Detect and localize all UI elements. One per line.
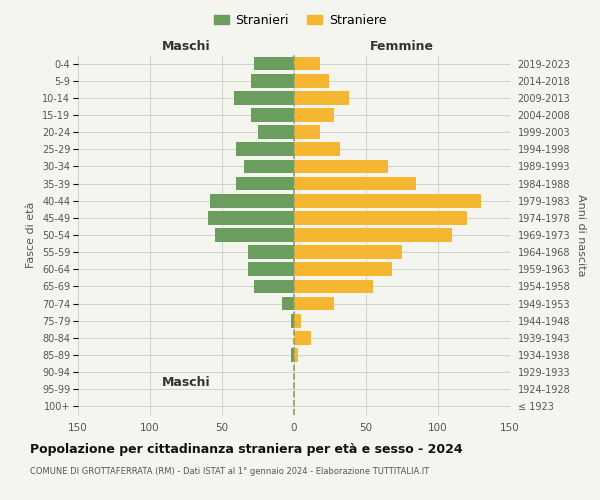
Bar [251, 74, 294, 88]
Bar [294, 262, 392, 276]
Bar [294, 74, 329, 88]
Bar [244, 160, 294, 173]
Bar [208, 211, 294, 224]
Bar [211, 194, 294, 207]
Bar [294, 91, 349, 104]
Text: COMUNE DI GROTTAFERRATA (RM) - Dati ISTAT al 1° gennaio 2024 - Elaborazione TUTT: COMUNE DI GROTTAFERRATA (RM) - Dati ISTA… [30, 468, 429, 476]
Bar [283, 296, 294, 310]
Bar [294, 108, 334, 122]
Bar [294, 314, 301, 328]
Text: Popolazione per cittadinanza straniera per età e sesso - 2024: Popolazione per cittadinanza straniera p… [30, 442, 463, 456]
Bar [294, 211, 467, 224]
Bar [294, 126, 320, 139]
Bar [248, 262, 294, 276]
Bar [294, 160, 388, 173]
Bar [294, 142, 340, 156]
Text: Femmine: Femmine [370, 40, 434, 52]
Bar [294, 348, 298, 362]
Bar [254, 56, 294, 70]
Y-axis label: Anni di nascita: Anni di nascita [576, 194, 586, 276]
Bar [294, 331, 311, 344]
Bar [294, 194, 481, 207]
Bar [254, 280, 294, 293]
Bar [294, 56, 320, 70]
Bar [294, 228, 452, 242]
Bar [258, 126, 294, 139]
Bar [291, 348, 294, 362]
Text: Maschi: Maschi [161, 40, 211, 52]
Bar [233, 91, 294, 104]
Bar [236, 176, 294, 190]
Bar [294, 176, 416, 190]
Bar [215, 228, 294, 242]
Bar [251, 108, 294, 122]
Y-axis label: Fasce di età: Fasce di età [26, 202, 37, 268]
Legend: Stranieri, Straniere: Stranieri, Straniere [209, 8, 391, 32]
Text: Maschi: Maschi [161, 376, 211, 389]
Bar [294, 296, 334, 310]
Bar [294, 280, 373, 293]
Bar [236, 142, 294, 156]
Bar [291, 314, 294, 328]
Bar [294, 246, 402, 259]
Bar [248, 246, 294, 259]
